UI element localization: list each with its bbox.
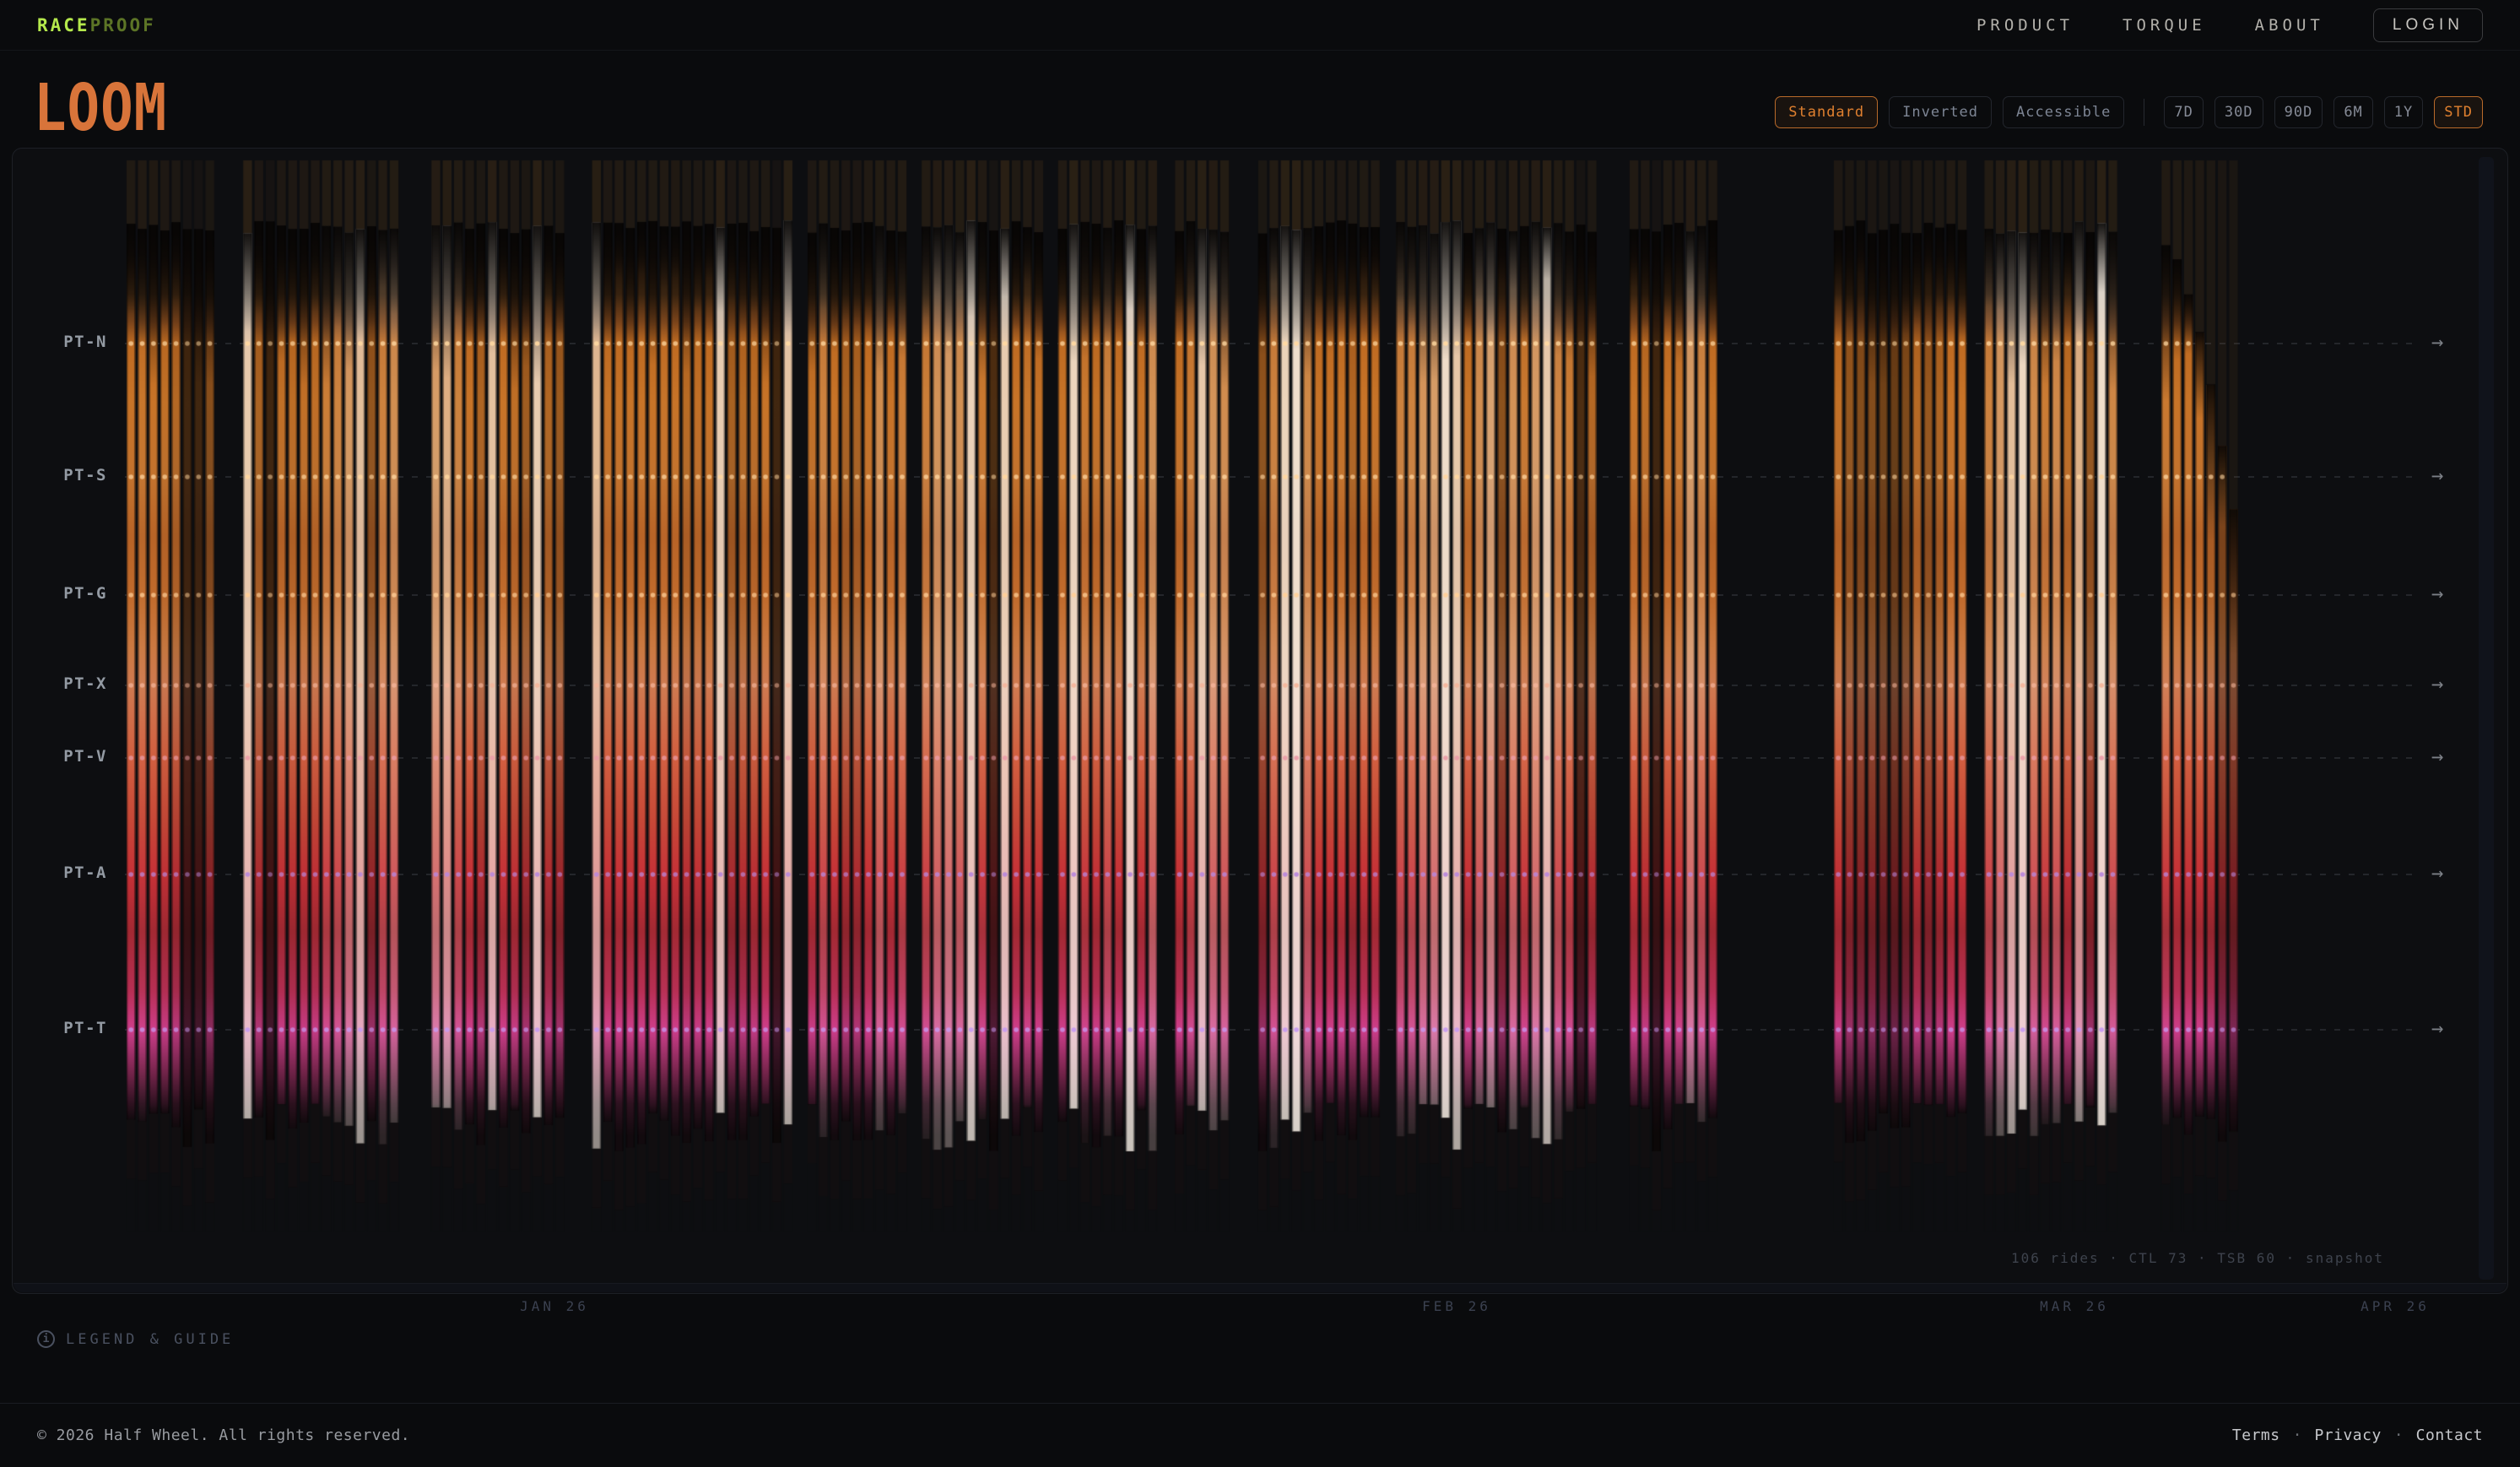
brand-logo[interactable]: RACEPROOF bbox=[37, 15, 156, 35]
range-button[interactable]: 7D bbox=[2164, 96, 2204, 128]
row-label: PT-N bbox=[63, 333, 107, 351]
range-button[interactable]: 1Y bbox=[2383, 96, 2424, 128]
legend-toggle[interactable]: i LEGEND & GUIDE bbox=[37, 1330, 234, 1348]
footer-link[interactable]: Privacy bbox=[2314, 1426, 2382, 1444]
range-button[interactable]: STD bbox=[2434, 96, 2483, 128]
header: RACEPROOF PRODUCT TORQUE ABOUT LOGIN bbox=[0, 0, 2520, 51]
row-label: PT-T bbox=[63, 1019, 107, 1037]
footer-links: Terms · Privacy · Contact bbox=[2232, 1426, 2483, 1444]
row-label: PT-X bbox=[63, 674, 107, 693]
legend-label: LEGEND & GUIDE bbox=[66, 1330, 235, 1348]
loom-panel: PT-N → PT-S → PT-G → PT-X → PT-V → PT-A … bbox=[12, 148, 2508, 1294]
row-arrow-icon[interactable]: → bbox=[2431, 1016, 2444, 1040]
page-title: LOOM bbox=[34, 71, 168, 147]
copyright-text: © 2026 Half Wheel. All rights reserved. bbox=[37, 1426, 411, 1444]
footer-separator: · bbox=[2393, 1426, 2404, 1444]
scrollbar-strip[interactable] bbox=[2479, 157, 2494, 1280]
footer: © 2026 Half Wheel. All rights reserved. … bbox=[0, 1403, 2520, 1467]
footer-separator: · bbox=[2292, 1426, 2302, 1444]
login-button[interactable]: LOGIN bbox=[2372, 8, 2483, 42]
nav-link[interactable]: PRODUCT bbox=[1976, 15, 2074, 35]
row-arrow-icon[interactable]: → bbox=[2431, 582, 2444, 605]
nav-link[interactable]: ABOUT bbox=[2254, 15, 2324, 35]
mode-button[interactable]: Inverted bbox=[1889, 96, 1993, 128]
row-arrow-icon[interactable]: → bbox=[2431, 463, 2444, 487]
axis-month-label: APR 26 bbox=[2360, 1298, 2430, 1314]
range-button[interactable]: 30D bbox=[2214, 96, 2263, 128]
brand-race: RACE bbox=[37, 14, 90, 35]
range-button[interactable]: 90D bbox=[2274, 96, 2323, 128]
nav-link[interactable]: TORQUE bbox=[2123, 15, 2206, 35]
controls: Standard Inverted Accessible 7D 30D 90D 6M 1Y S… bbox=[1775, 96, 2483, 128]
panel-stats: 106 rides · CTL 73 · TSB 60 · snapshot bbox=[2010, 1250, 2384, 1266]
row-label: PT-G bbox=[63, 584, 107, 603]
axis-month-label: FEB 26 bbox=[1422, 1298, 1491, 1314]
range-button[interactable]: 6M bbox=[2333, 96, 2373, 128]
footer-link[interactable]: Contact bbox=[2415, 1426, 2483, 1444]
axis-month-label: MAR 26 bbox=[2040, 1298, 2109, 1314]
row-label: PT-A bbox=[63, 863, 107, 882]
row-arrow-icon[interactable]: → bbox=[2431, 672, 2444, 696]
row-label: PT-V bbox=[63, 747, 107, 766]
loom-weave-canvas[interactable] bbox=[125, 157, 2240, 1238]
row-arrow-icon[interactable]: → bbox=[2431, 330, 2444, 354]
row-label: PT-S bbox=[63, 466, 107, 484]
mode-button[interactable]: Standard bbox=[1775, 96, 1879, 128]
row-arrow-icon[interactable]: → bbox=[2431, 744, 2444, 768]
panel-footer-strip bbox=[14, 1283, 2506, 1292]
footer-link[interactable]: Terms bbox=[2231, 1426, 2280, 1444]
row-arrow-icon[interactable]: → bbox=[2431, 861, 2444, 885]
top-nav: PRODUCT TORQUE ABOUT LOGIN bbox=[1977, 8, 2483, 42]
info-icon: i bbox=[37, 1330, 55, 1348]
mode-button[interactable]: Accessible bbox=[2003, 96, 2125, 128]
brand-proof: PROOF bbox=[89, 14, 156, 35]
hero: LOOM Standard Inverted Accessible 7D 30D 90D… bbox=[0, 51, 2520, 145]
axis-month-label: JAN 26 bbox=[520, 1298, 589, 1314]
